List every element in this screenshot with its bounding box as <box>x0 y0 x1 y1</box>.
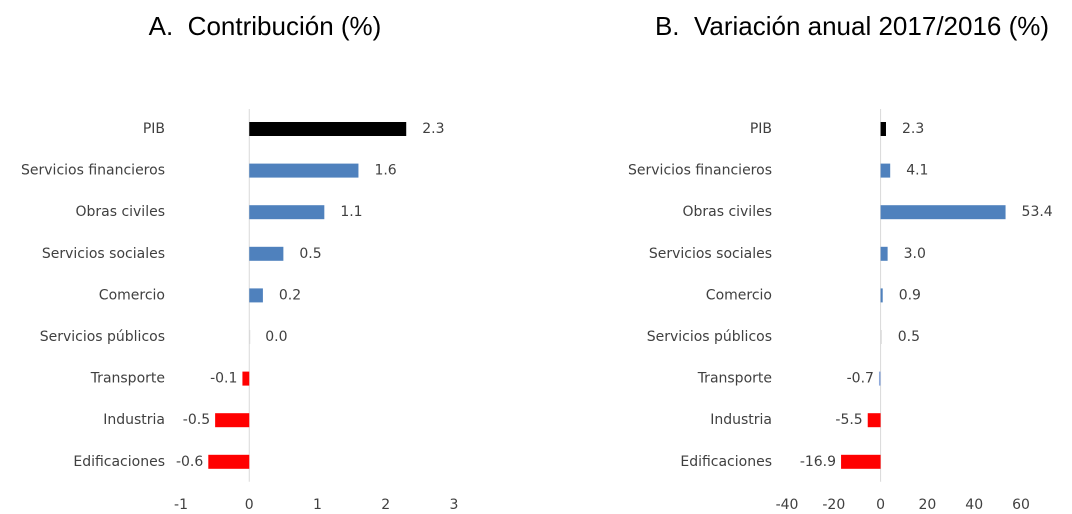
category-label: Transporte <box>697 371 772 387</box>
bar <box>249 163 359 178</box>
chart-title: A. Contribución (%) <box>148 11 382 41</box>
category-label: Servicios públicos <box>40 329 165 345</box>
category-label: Comercio <box>99 287 165 303</box>
value-label: 0.9 <box>899 287 921 303</box>
bar <box>242 371 250 386</box>
category-label: Transporte <box>90 371 165 387</box>
category-label: PIB <box>750 121 772 137</box>
bar <box>867 413 881 428</box>
x-tick-label: 40 <box>965 497 983 513</box>
value-label: 0.5 <box>898 329 920 345</box>
bar <box>880 330 882 344</box>
bar <box>215 413 250 428</box>
chart-title: B. Variación anual 2017/2016 (%) <box>654 11 1050 41</box>
value-label: 1.1 <box>340 204 362 220</box>
value-label: 2.3 <box>902 121 924 137</box>
category-label: Servicios públicos <box>647 329 772 345</box>
bar <box>878 371 881 386</box>
value-label: -5.5 <box>835 412 862 428</box>
category-label: Edificaciones <box>73 454 165 470</box>
x-tick-label: 60 <box>1012 497 1030 513</box>
category-label: Servicios sociales <box>42 246 165 262</box>
value-label: 1.6 <box>374 163 396 179</box>
bar <box>208 454 250 469</box>
category-label: Obras civiles <box>75 204 165 220</box>
bar <box>249 288 263 303</box>
x-tick-label: 0 <box>245 497 254 513</box>
category-label: Edificaciones <box>680 454 772 470</box>
category-label: Industria <box>710 412 772 428</box>
category-label: Servicios sociales <box>649 246 772 262</box>
x-tick-label: 3 <box>450 497 459 513</box>
bar <box>249 205 325 220</box>
category-label: Industria <box>103 412 165 428</box>
x-tick-label: 0 <box>876 497 885 513</box>
value-label: -0.1 <box>210 371 237 387</box>
category-label: Obras civiles <box>682 204 772 220</box>
bar <box>249 122 407 136</box>
category-label: Servicios financieros <box>628 163 772 179</box>
x-tick-label: -1 <box>174 497 188 513</box>
x-tick-label: -40 <box>776 497 799 513</box>
bar <box>880 122 886 136</box>
value-label: 3.0 <box>904 246 926 262</box>
value-label: -0.7 <box>847 371 874 387</box>
value-label: -0.5 <box>183 412 210 428</box>
value-label: 2.3 <box>422 121 444 137</box>
bar <box>880 205 1006 220</box>
category-label: Servicios financieros <box>21 163 165 179</box>
x-tick-label: -20 <box>822 497 845 513</box>
bar <box>841 454 881 469</box>
x-tick-label: 2 <box>381 497 390 513</box>
category-label: PIB <box>143 121 165 137</box>
bar <box>880 163 891 178</box>
value-label: 0.2 <box>279 287 301 303</box>
value-label: 0.5 <box>299 246 321 262</box>
value-label: 53.4 <box>1022 204 1053 220</box>
value-label: 4.1 <box>906 163 928 179</box>
bar <box>249 246 284 261</box>
bar <box>880 288 883 303</box>
value-label: 0.0 <box>265 329 287 345</box>
x-tick-label: 20 <box>918 497 936 513</box>
value-label: -16.9 <box>800 454 836 470</box>
value-label: -0.6 <box>176 454 203 470</box>
bar <box>880 246 888 261</box>
x-tick-label: 1 <box>313 497 322 513</box>
bar <box>249 330 251 344</box>
category-label: Comercio <box>706 287 772 303</box>
